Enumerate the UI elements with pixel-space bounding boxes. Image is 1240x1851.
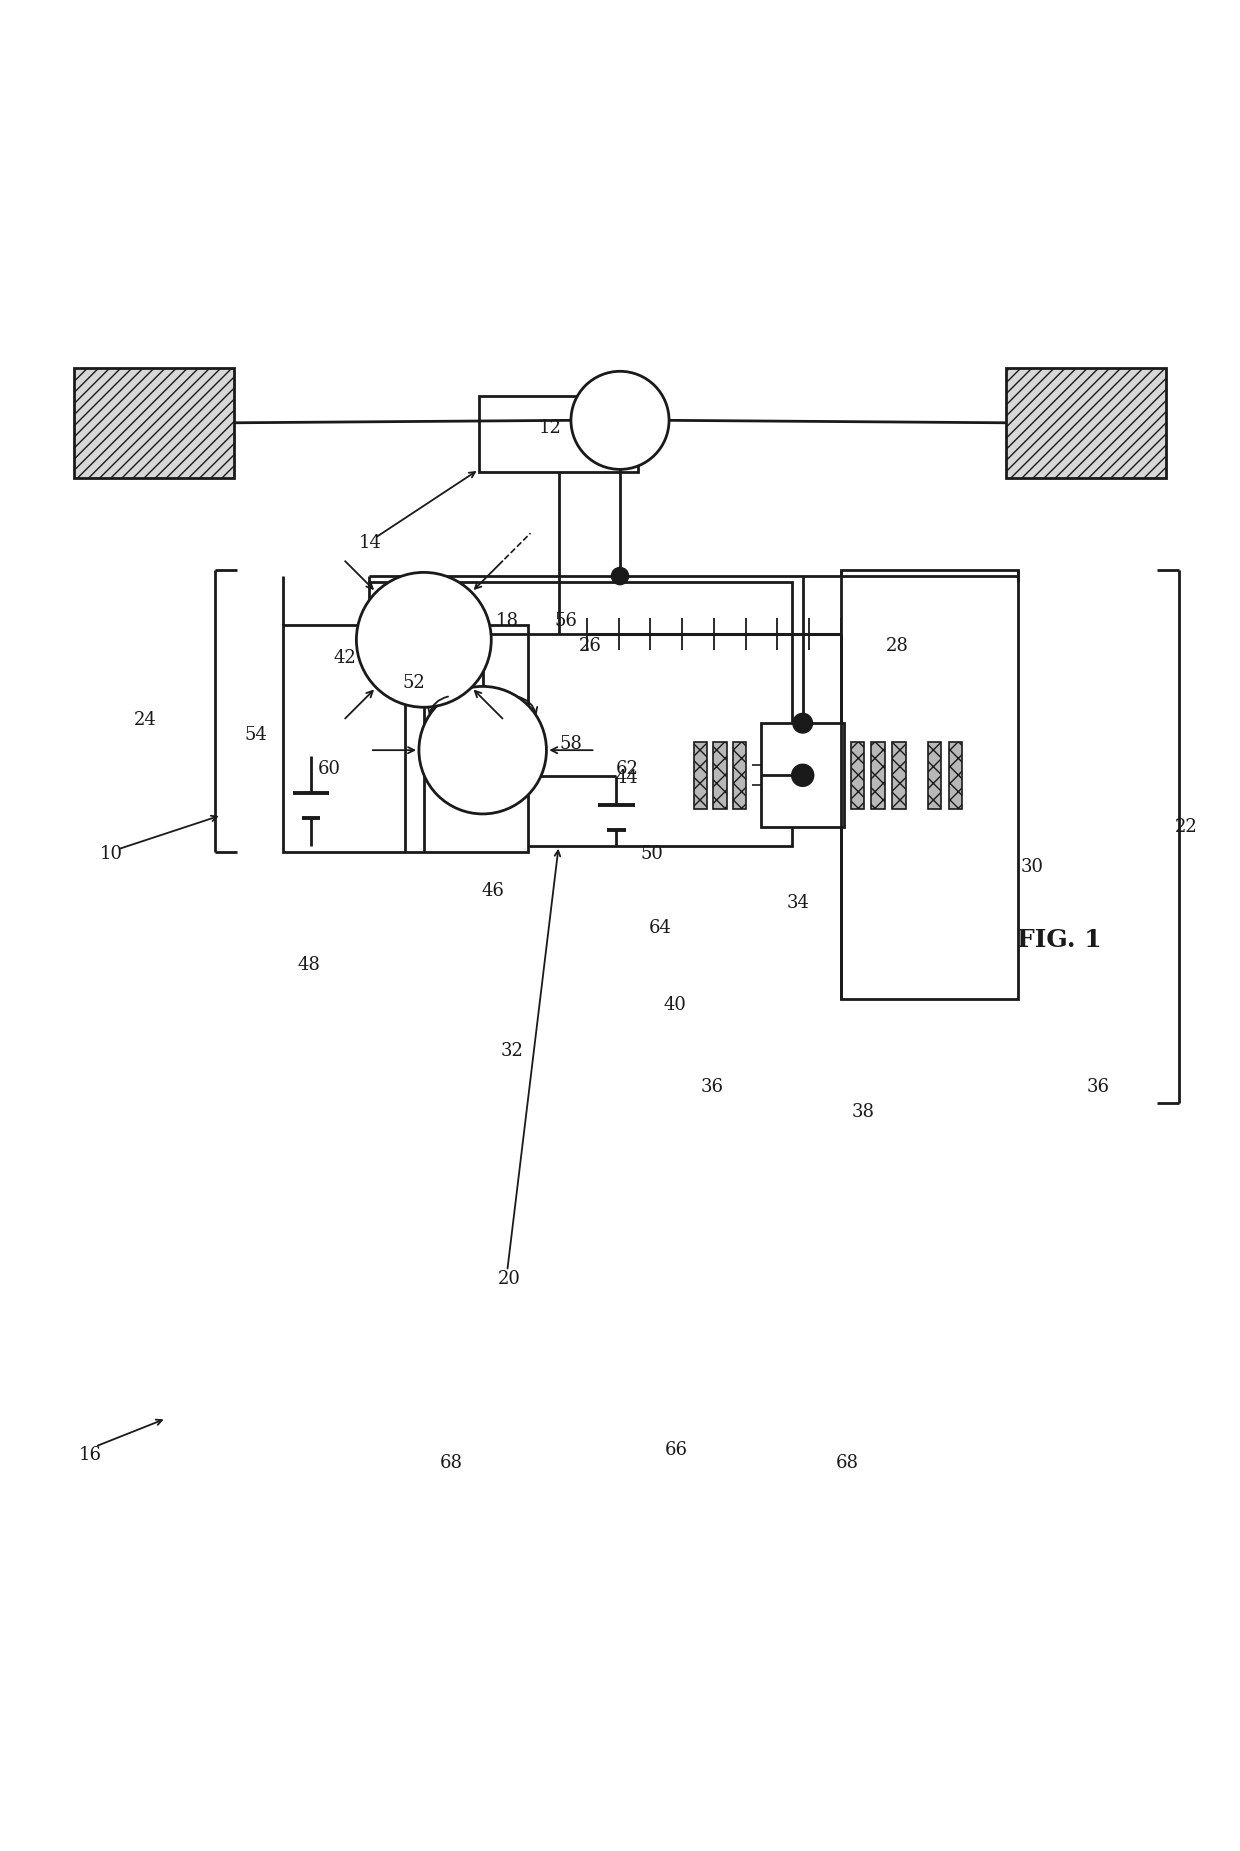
Text: 68: 68 (439, 1453, 463, 1472)
Text: 16: 16 (79, 1446, 102, 1464)
Circle shape (792, 713, 812, 733)
Text: 20: 20 (498, 1270, 521, 1288)
Text: 58: 58 (559, 735, 583, 753)
Text: 54: 54 (244, 726, 268, 744)
Text: 52: 52 (403, 674, 425, 692)
Text: 30: 30 (1021, 857, 1044, 876)
Circle shape (791, 764, 813, 787)
Text: 44: 44 (616, 770, 639, 787)
Circle shape (570, 372, 670, 470)
Text: 38: 38 (852, 1103, 874, 1122)
Text: 26: 26 (579, 637, 601, 655)
Bar (74, 368, 234, 478)
Text: 12: 12 (538, 418, 562, 437)
Text: 18: 18 (496, 613, 518, 631)
Bar (1006, 368, 1166, 478)
Bar (949, 742, 962, 809)
Text: 66: 66 (665, 1442, 688, 1459)
Text: 28: 28 (885, 637, 909, 655)
Text: 14: 14 (358, 533, 382, 552)
Text: 34: 34 (786, 894, 810, 913)
Text: 32: 32 (501, 1042, 523, 1059)
Bar (368, 583, 791, 846)
Circle shape (611, 568, 629, 585)
Circle shape (356, 572, 491, 707)
Bar (872, 742, 885, 809)
Text: 36: 36 (701, 1079, 723, 1096)
Text: 10: 10 (99, 846, 123, 863)
Bar (841, 570, 1018, 1000)
Text: 22: 22 (1176, 818, 1198, 837)
Text: 56: 56 (554, 613, 578, 631)
Bar (693, 742, 707, 809)
Text: 40: 40 (663, 996, 687, 1014)
Text: 62: 62 (616, 759, 639, 777)
Bar (851, 742, 864, 809)
Text: 64: 64 (649, 918, 672, 937)
Text: 60: 60 (317, 759, 341, 777)
Text: 36: 36 (1086, 1079, 1110, 1096)
Text: FIG. 1: FIG. 1 (1017, 927, 1101, 951)
Bar (761, 724, 844, 827)
Bar (928, 742, 941, 809)
Bar (283, 626, 528, 851)
Text: 42: 42 (334, 650, 357, 666)
Text: 68: 68 (836, 1453, 858, 1472)
Text: 46: 46 (481, 883, 503, 900)
Circle shape (419, 687, 547, 814)
Text: 50: 50 (640, 846, 663, 863)
Bar (713, 742, 727, 809)
Bar (733, 742, 746, 809)
Bar (479, 396, 639, 472)
Text: 24: 24 (134, 711, 157, 729)
Text: 48: 48 (298, 955, 320, 974)
Bar (893, 742, 905, 809)
